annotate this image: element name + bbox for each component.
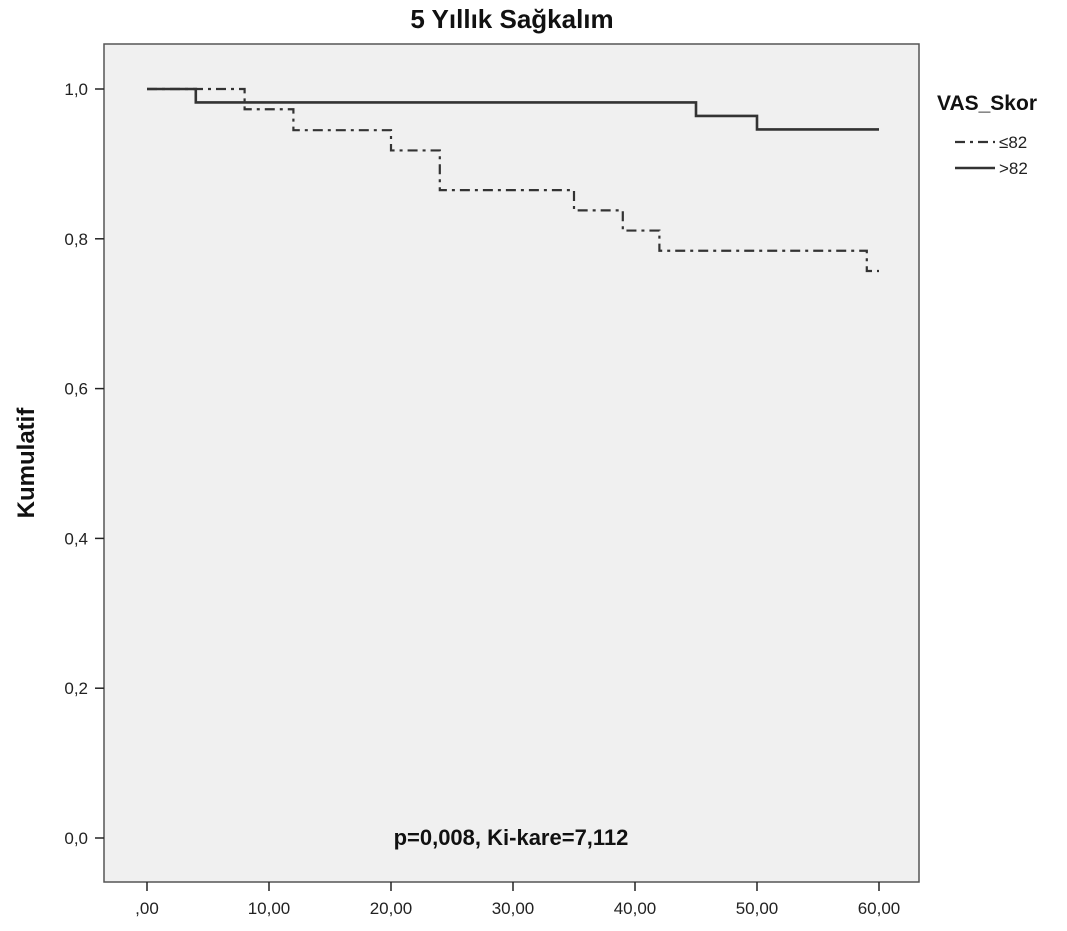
chart-title: 5 Yıllık Sağkalım	[410, 4, 613, 34]
y-tick-label: 1,0	[64, 80, 88, 99]
y-tick-label: 0,8	[64, 230, 88, 249]
x-tick-label: 60,00	[858, 899, 901, 918]
x-tick-label: ,00	[135, 899, 159, 918]
plot-area	[103, 43, 920, 883]
legend-title: VAS_Skor	[937, 92, 1037, 115]
y-axis: 0,0 0,2 0,4 0,6 0,8 1,0	[64, 80, 104, 848]
x-tick-label: 10,00	[248, 899, 291, 918]
y-tick-label: 0,6	[64, 380, 88, 399]
series-group	[147, 87, 879, 273]
legend-label-le82: ≤82	[999, 133, 1027, 152]
annotation-text: p=0,008, Ki-kare=7,112	[394, 825, 629, 850]
legend: VAS_Skor ≤82 >82	[937, 92, 1037, 178]
x-tick-label: 50,00	[736, 899, 779, 918]
x-axis: ,00 10,00 20,00 30,00 40,00 50,00 60,00	[135, 882, 900, 918]
x-tick-label: 40,00	[614, 899, 657, 918]
y-tick-label: 0,0	[64, 829, 88, 848]
y-axis-label: Kumulatif	[13, 407, 40, 519]
legend-label-gt82: >82	[999, 159, 1028, 178]
series-line-gt82	[147, 87, 879, 131]
x-tick-label: 20,00	[370, 899, 413, 918]
series-line-le82	[147, 87, 879, 273]
y-tick-label: 0,4	[64, 529, 88, 548]
x-tick-label: 30,00	[492, 899, 535, 918]
y-tick-label: 0,2	[64, 679, 88, 698]
